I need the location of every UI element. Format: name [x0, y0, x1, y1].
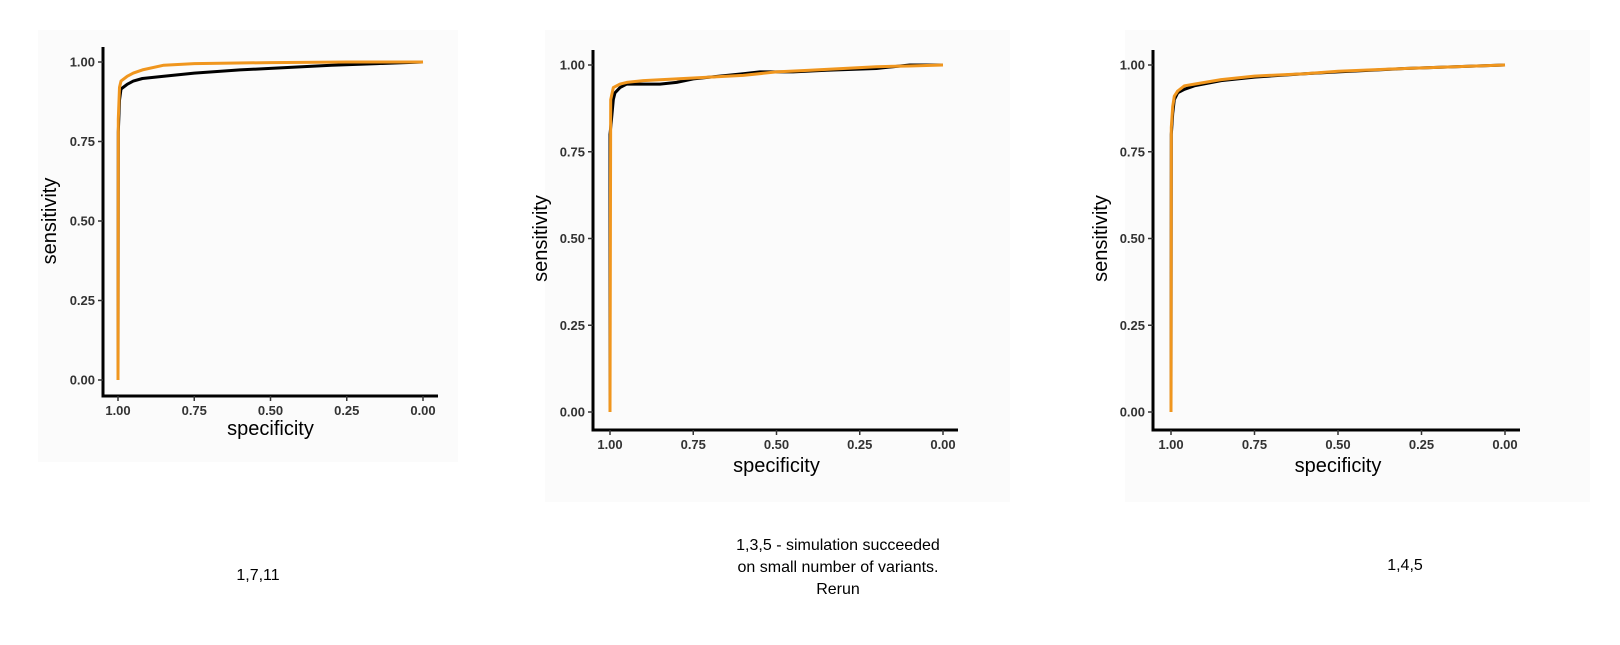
y-tick-label: 0.00 [560, 405, 585, 420]
x-tick-label: 0.00 [930, 437, 955, 452]
chart-caption-2: 1,3,5 - simulation succeeded on small nu… [736, 537, 940, 598]
roc-curve-series-1 [1169, 63, 1506, 413]
x-tick-label: 0.75 [1242, 437, 1267, 452]
y-tick-label: 1.00 [1120, 58, 1145, 73]
x-tick-label: 0.25 [1409, 437, 1434, 452]
y-tick-label: 0.75 [1120, 144, 1145, 159]
y-axis-title: sensitivity [1090, 195, 1112, 282]
x-tick-label: 1.00 [105, 403, 130, 418]
x-axis-title: specificity [1295, 455, 1382, 477]
y-tick-label: 1.00 [70, 55, 95, 70]
roc-chart-2: 0.00 0.25 0.50 0.75 1.00 1.00 0.75 0.50 0.25 0.00… [530, 50, 958, 477]
roc-panel-3: 0.00 0.25 0.50 0.75 1.00 1.00 0.75 0.50 0.25 0.00… [1090, 30, 1590, 502]
y-axis-title: sensitivity [530, 195, 552, 282]
roc-curve-series-2 [116, 60, 423, 381]
x-tick-label: 0.00 [1492, 437, 1517, 452]
chart-caption-1: 1,7,11 [236, 567, 280, 584]
roc-panel-2: 0.00 0.25 0.50 0.75 1.00 1.00 0.75 0.50 0.25 0.00… [530, 30, 1010, 502]
x-tick-label: 0.75 [182, 403, 207, 418]
y-tick-label: 0.25 [70, 293, 95, 308]
roc-panel-1: 0.00 0.25 0.50 0.75 1.00 1.00 0.75 0.50 0.25 0.00… [38, 30, 458, 462]
y-tick-label: 0.75 [560, 144, 585, 159]
x-tick-label: 0.75 [681, 437, 706, 452]
y-tick-label: 0.25 [560, 318, 585, 333]
y-tick-label: 0.50 [1120, 231, 1145, 246]
y-tick-label: 0.75 [70, 134, 95, 149]
x-axis-title: specificity [227, 418, 314, 440]
y-tick-label: 0.50 [560, 231, 585, 246]
x-tick-label: 0.25 [847, 437, 872, 452]
y-tick-label: 1.00 [560, 58, 585, 73]
y-axis-title: sensitivity [39, 178, 61, 265]
y-tick-label: 0.25 [1120, 318, 1145, 333]
roc-curve-series-2 [608, 63, 944, 413]
x-tick-label: 0.50 [764, 437, 789, 452]
x-tick-label: 0.50 [1325, 437, 1350, 452]
roc-curve-series-1 [116, 60, 424, 381]
x-tick-label: 1.00 [597, 437, 622, 452]
y-tick-label: 0.00 [1120, 405, 1145, 420]
y-tick-label: 0.00 [70, 373, 95, 388]
x-tick-label: 0.50 [258, 403, 283, 418]
roc-curve-series-2 [1169, 63, 1506, 413]
x-tick-label: 0.25 [334, 403, 359, 418]
y-tick-label: 0.50 [70, 214, 95, 229]
roc-chart-1: 0.00 0.25 0.50 0.75 1.00 1.00 0.75 0.50 0.25 0.00… [39, 47, 438, 440]
roc-chart-3: 0.00 0.25 0.50 0.75 1.00 1.00 0.75 0.50 0.25 0.00… [1090, 50, 1520, 477]
roc-curve-series-1 [608, 63, 943, 412]
x-axis-title: specificity [733, 455, 820, 477]
chart-caption-3: 1,4,5 [1387, 557, 1423, 574]
x-tick-label: 1.00 [1158, 437, 1183, 452]
x-tick-label: 0.00 [410, 403, 435, 418]
